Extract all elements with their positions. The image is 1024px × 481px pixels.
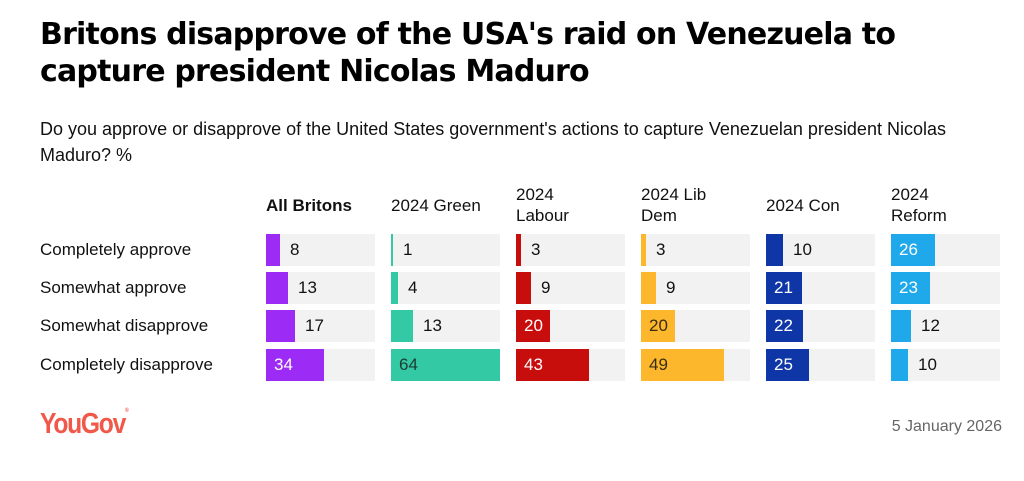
- data-label: 3: [656, 240, 666, 259]
- bar: [766, 272, 802, 304]
- bar-track: 4: [391, 272, 500, 304]
- bar: [891, 349, 908, 381]
- bar-track: 13: [391, 310, 500, 342]
- data-label: 1: [403, 240, 413, 259]
- data-label: 20: [524, 316, 543, 335]
- bar-track: 43: [516, 349, 625, 381]
- data-label: 17: [305, 316, 324, 335]
- bar-track: 1: [391, 234, 500, 266]
- bar-track: 13: [266, 272, 375, 304]
- bar: [891, 272, 930, 304]
- bar-track: 49: [641, 349, 750, 381]
- column-header: 2024 Labour: [516, 185, 569, 225]
- column-header: 2024 Reform: [891, 185, 947, 225]
- publish-date: 5 January 2026: [891, 418, 1002, 435]
- bar: [266, 234, 280, 266]
- bar-track: 9: [516, 272, 625, 304]
- bar-track: 26: [891, 234, 1000, 266]
- bar-track: 8: [266, 234, 375, 266]
- bar-track: 20: [641, 310, 750, 342]
- bar: [766, 234, 783, 266]
- bar: [641, 234, 646, 266]
- data-label: 10: [918, 355, 937, 374]
- bar: [641, 272, 656, 304]
- bar-track: 3: [641, 234, 750, 266]
- data-label: 12: [921, 316, 940, 335]
- bar: [516, 310, 550, 342]
- data-label: 25: [774, 355, 793, 374]
- bar: [891, 234, 935, 266]
- data-label: 49: [649, 355, 668, 374]
- chart-subtitle: Do you approve or disapprove of the Unit…: [40, 119, 946, 165]
- bar-track: 25: [766, 349, 875, 381]
- row-label: Completely approve: [40, 240, 192, 259]
- data-label: 9: [541, 278, 551, 297]
- data-label: 20: [649, 316, 668, 335]
- bar: [891, 310, 911, 342]
- data-label: 8: [290, 240, 300, 259]
- bar: [516, 234, 521, 266]
- bar: [391, 310, 413, 342]
- bar: [641, 349, 724, 381]
- data-label: 26: [899, 240, 918, 259]
- bar: [266, 349, 324, 381]
- data-label: 3: [531, 240, 541, 259]
- bar-track: 17: [266, 310, 375, 342]
- data-label: 22: [774, 316, 793, 335]
- bar: [391, 272, 398, 304]
- data-label: 43: [524, 355, 543, 374]
- bar: [266, 310, 295, 342]
- bar-track: 34: [266, 349, 375, 381]
- bar-track: 20: [516, 310, 625, 342]
- registered-mark: ®: [125, 408, 129, 414]
- bar: [516, 272, 531, 304]
- bar-track: 3: [516, 234, 625, 266]
- column-header: All Britons: [266, 196, 352, 215]
- data-label: 13: [423, 316, 442, 335]
- yougov-logo: YouGov®: [40, 408, 129, 441]
- bar-track: 9: [641, 272, 750, 304]
- data-label: 23: [899, 278, 918, 297]
- row-label: Completely disapprove: [40, 355, 213, 374]
- bar: [641, 310, 675, 342]
- bar-track: 23: [891, 272, 1000, 304]
- data-label: 13: [298, 278, 317, 297]
- bar-track: 10: [766, 234, 875, 266]
- bar-track: 12: [891, 310, 1000, 342]
- bar-track: 64: [391, 349, 500, 381]
- row-label: Somewhat disapprove: [40, 316, 209, 335]
- bar: [266, 272, 288, 304]
- data-label: 21: [774, 278, 793, 297]
- data-label: 34: [274, 355, 293, 374]
- bar-track: 22: [766, 310, 875, 342]
- data-label: 10: [793, 240, 812, 259]
- bar: [391, 349, 500, 381]
- bar: [391, 234, 393, 266]
- data-label: 64: [399, 355, 418, 374]
- bar: [516, 349, 589, 381]
- data-label: 4: [408, 278, 418, 297]
- bar-track: 21: [766, 272, 875, 304]
- chart-title: Britons disapprove of the USA's raid on …: [40, 17, 896, 89]
- column-header: 2024 Con: [766, 196, 840, 215]
- column-header: 2024 Lib Dem: [641, 185, 707, 225]
- brand-name: YouGov: [40, 408, 126, 440]
- bar-track: 10: [891, 349, 1000, 381]
- row-label: Somewhat approve: [40, 278, 187, 297]
- bar: [766, 310, 803, 342]
- data-label: 9: [666, 278, 676, 297]
- bar: [766, 349, 809, 381]
- column-header: 2024 Green: [391, 196, 481, 215]
